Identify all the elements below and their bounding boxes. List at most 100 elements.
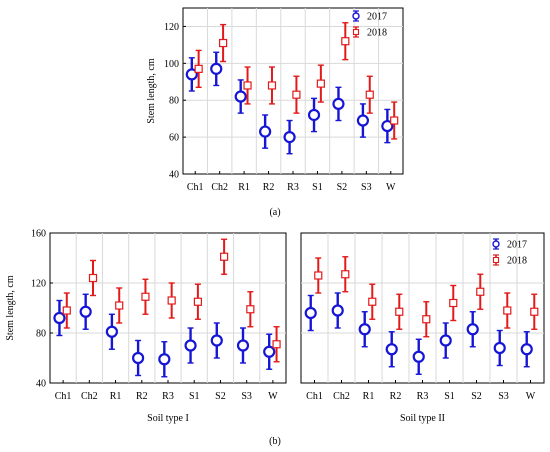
data-point-2018 <box>341 270 350 279</box>
data-point-2017 <box>493 341 506 355</box>
x-tick-label: W <box>526 391 536 402</box>
x-tick-label: S3 <box>498 391 509 402</box>
data-point-2017 <box>105 325 118 338</box>
x-tick-label: Ch2 <box>81 391 98 402</box>
y-tick-label: 40 <box>169 170 179 181</box>
data-point-2018 <box>314 271 323 280</box>
data-point-2017 <box>210 334 223 347</box>
data-point-2018 <box>167 296 176 305</box>
data-point-2017 <box>210 62 223 75</box>
panel-a: 40 60 80 100 120 Ch1 Ch2 R1 R2 R3 S1 S2 S3 W Stem leng… <box>146 7 404 193</box>
y-tick-label: 80 <box>36 329 46 340</box>
data-point-2018 <box>365 90 374 99</box>
data-point-2017 <box>304 306 317 320</box>
x-tick-label: Ch2 <box>333 391 350 402</box>
data-point-2018 <box>390 116 399 125</box>
x-tick-label: R1 <box>238 182 250 193</box>
x-tick-label: S2 <box>471 391 482 402</box>
data-point-2018 <box>62 306 71 315</box>
legend-marker-2018 <box>492 256 500 264</box>
x-tick-label: R3 <box>287 182 299 193</box>
data-point-2018 <box>194 64 203 73</box>
data-point-2018 <box>88 273 98 283</box>
data-point-2018 <box>218 38 228 48</box>
data-point-2018 <box>193 297 202 306</box>
data-point-2018 <box>246 305 255 314</box>
x-tick-label: Ch1 <box>306 391 323 402</box>
data-point-2018 <box>141 292 150 301</box>
y-tick-label: 120 <box>164 22 179 33</box>
panel-a-caption: (a) <box>269 207 280 218</box>
data-point-2017 <box>439 334 452 347</box>
x-tick-label: R1 <box>363 391 375 402</box>
x-tick-label: S1 <box>444 391 455 402</box>
data-point-2018 <box>115 301 124 310</box>
y-tick-label: 160 <box>31 229 46 240</box>
legend-label: 2017 <box>367 12 387 23</box>
data-point-2017 <box>158 353 171 366</box>
x-tick-label: R2 <box>263 182 275 193</box>
y-tick-label: 60 <box>169 133 179 144</box>
data-point-2017 <box>385 343 398 356</box>
legend-label: 2018 <box>367 28 387 39</box>
y-tick-label: 100 <box>164 59 179 70</box>
data-point-2018 <box>530 307 539 316</box>
data-point-2018 <box>272 340 281 349</box>
x-tick-label: S2 <box>215 391 226 402</box>
data-point-2017 <box>412 350 425 363</box>
x-tick-label: W <box>386 182 396 193</box>
x-tick-label: R2 <box>390 391 402 402</box>
data-point-2018 <box>341 37 350 46</box>
data-point-2018 <box>476 287 485 296</box>
data-point-2018 <box>243 81 252 90</box>
data-point-2017 <box>520 343 533 356</box>
data-point-2017 <box>259 125 272 138</box>
x-tick-label: S3 <box>241 391 252 402</box>
data-point-2018 <box>220 252 229 261</box>
y-tick-label: 40 <box>36 379 46 390</box>
data-point-2017 <box>283 131 296 144</box>
data-point-2017 <box>332 97 345 111</box>
x-tick-label: Ch1 <box>55 391 72 402</box>
data-point-2018 <box>316 79 325 88</box>
data-point-2018 <box>267 81 277 90</box>
data-point-2017 <box>356 114 370 127</box>
x-tick-label: R3 <box>162 391 174 402</box>
legend-label: 2017 <box>507 240 527 251</box>
data-point-2017 <box>307 108 321 122</box>
data-point-2018 <box>368 297 377 306</box>
data-point-2018 <box>422 315 431 324</box>
panel-b-soil-type-1: 40 80 120 160 Ch1 Ch2 R1 R2 R3 S1 S2 S3 W Stem length… <box>5 229 287 424</box>
data-point-2017 <box>236 339 250 352</box>
data-point-2018 <box>503 306 512 315</box>
data-point-2017 <box>184 339 197 352</box>
panel-b-soil-type-2: Ch1 Ch2 R1 R2 R3 S1 S2 S3 W Soil type II 2017 2018 <box>300 232 545 424</box>
data-point-2017 <box>79 305 92 318</box>
legend: 2017 2018 <box>492 238 527 267</box>
panel-b-caption: (b) <box>269 436 281 447</box>
data-point-2017 <box>466 323 479 336</box>
data-point-2017 <box>263 345 276 358</box>
x-tick-label: R1 <box>110 391 122 402</box>
legend: 2017 2018 <box>352 10 387 39</box>
x-tick-label: Ch1 <box>187 182 204 193</box>
x-tick-label: R3 <box>417 391 429 402</box>
x-tick-label: R2 <box>136 391 148 402</box>
x-tick-label: S1 <box>189 391 200 402</box>
data-point-2017 <box>132 351 145 365</box>
legend-marker-2017 <box>352 12 360 20</box>
x-axis-label: Soil type II <box>400 413 445 424</box>
data-point-2017 <box>234 90 247 103</box>
data-point-2017 <box>381 119 394 133</box>
data-point-2018 <box>449 298 458 308</box>
y-axis-label: Stem length, cm <box>146 58 157 123</box>
data-point-2017 <box>331 304 344 317</box>
legend-marker-2018 <box>352 28 360 36</box>
data-point-2017 <box>185 68 198 81</box>
x-axis-label: Soil type I <box>147 413 189 424</box>
x-tick-label: S3 <box>361 182 372 193</box>
data-point-2018 <box>292 90 301 99</box>
x-tick-label: S1 <box>312 182 323 193</box>
y-axis-label: Stem length, cm <box>5 275 16 340</box>
